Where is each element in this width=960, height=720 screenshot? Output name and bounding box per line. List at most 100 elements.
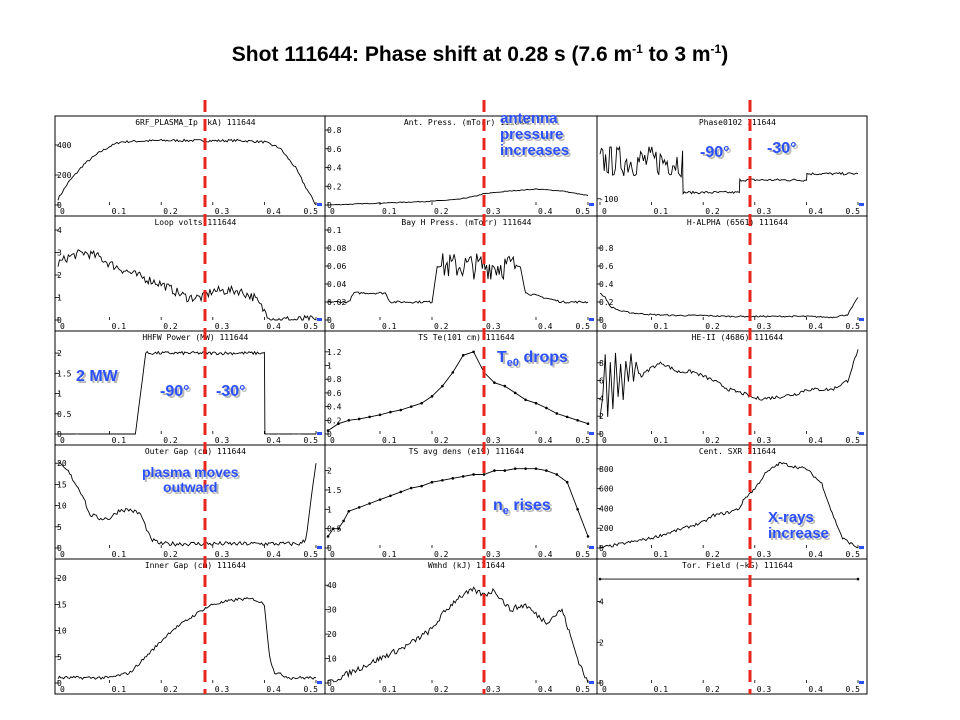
y-tick-label: 0.1	[327, 226, 342, 235]
x-tick-label: 0.4	[266, 207, 281, 216]
y-tick-label: 0	[327, 544, 332, 553]
chart-title: Ant. Press. (mTorr) 111644	[404, 118, 529, 127]
x-tick-label: 0.2	[163, 550, 178, 559]
y-tick-label: 0.2	[327, 182, 342, 191]
data-point	[576, 419, 579, 422]
x-tick-label: 0	[60, 436, 65, 445]
y-tick-label: 0.8	[327, 126, 342, 135]
y-tick-label: 15	[57, 600, 67, 609]
data-point	[399, 408, 403, 412]
data-point	[389, 494, 392, 498]
x-tick-label: 0.4	[266, 550, 281, 559]
chart-title: TS Te(101 cm) 111644	[418, 333, 515, 342]
y-tick-label: 8	[599, 359, 604, 368]
x-tick-label: 0	[330, 550, 335, 559]
x-tick-label: 0.1	[382, 207, 397, 216]
x-tick-label: 0.3	[757, 550, 772, 559]
y-tick-label: 0	[57, 679, 62, 688]
data-point	[503, 469, 507, 472]
chart-panel-10: Outer Gap (cm) 111644 0 0.1 0.2 0.3 0.4 0.5 0 5 1…	[54, 444, 326, 560]
data-point	[420, 484, 423, 488]
y-tick-label: 2	[57, 271, 62, 280]
x-tick-label: 0.3	[486, 207, 501, 216]
data-series-line	[327, 586, 589, 684]
x-tick-label: 0	[60, 322, 65, 331]
chart-panel-3: Phase0102 111644 0 0.1 0.2 0.3 0.4 0.5 -100	[596, 115, 868, 217]
data-series-line	[599, 292, 859, 319]
scroll-marker	[859, 681, 864, 684]
scroll-marker	[317, 546, 322, 549]
scroll-marker	[859, 318, 864, 321]
x-tick-label: 0.2	[705, 550, 720, 559]
x-tick-label: 0.2	[163, 685, 178, 694]
chart-title: Loop volts 111644	[154, 218, 236, 227]
x-tick-label: 0	[602, 550, 607, 559]
x-tick-label: 0.3	[757, 685, 772, 694]
x-tick-label: 0.2	[705, 436, 720, 445]
data-point	[586, 422, 590, 426]
scroll-marker	[317, 203, 322, 206]
y-tick-label: 400	[57, 141, 72, 150]
y-tick-label: 0	[327, 201, 332, 210]
x-tick-label: 0.3	[757, 322, 772, 331]
x-tick-label: 0.5	[576, 550, 591, 559]
x-tick-label: 0	[602, 322, 607, 331]
data-point	[451, 371, 455, 374]
x-tick-label: 0.1	[654, 207, 669, 216]
y-tick-label: 2	[599, 638, 604, 647]
chart-panel-14: Wmhd (kJ) 111644 0 0.1 0.2 0.3 0.4 0.5 0 10 20 30 4…	[324, 558, 598, 695]
data-point	[555, 412, 559, 415]
x-tick-label: 0.4	[538, 207, 553, 216]
y-tick-label: 0.02	[327, 298, 346, 307]
y-tick-label: 600	[599, 485, 614, 494]
chart-panel-8: TS Te(101 cm) 111644 0 0.1 0.2 0.3 0.4 0.5 0 0.2…	[324, 330, 598, 446]
scroll-marker	[859, 546, 864, 549]
scroll-marker	[859, 432, 864, 435]
data-point	[451, 477, 455, 480]
y-tick-label: 0.2	[599, 298, 614, 307]
data-series-line	[57, 461, 317, 547]
panel-frame	[324, 215, 598, 332]
x-tick-label: 0.2	[163, 207, 178, 216]
x-tick-label: 0.1	[654, 685, 669, 694]
x-tick-label: 0.3	[486, 550, 501, 559]
x-tick-label: 0.4	[266, 322, 281, 331]
x-tick-label: 0.4	[808, 550, 823, 559]
y-tick-label: 6	[599, 377, 604, 386]
x-tick-label: 0.5	[304, 436, 319, 445]
x-tick-label: 0.5	[846, 322, 861, 331]
x-tick-label: 0.1	[112, 685, 127, 694]
data-point	[482, 473, 486, 476]
y-tick-label: 10	[327, 655, 337, 664]
chart-title: H-ALPHA (6561) 111644	[687, 218, 788, 227]
x-tick-label: 0	[602, 207, 607, 216]
x-tick-label: 0.1	[654, 436, 669, 445]
data-point	[534, 401, 538, 405]
y-tick-label: -100	[599, 195, 618, 204]
hhfw-minus90-annotation: -90°	[160, 383, 190, 400]
y-tick-label: 0	[57, 201, 62, 210]
data-point	[347, 419, 351, 422]
y-tick-label: 0.4	[327, 403, 342, 412]
antenna-pressure-annotation: antenna pressure increases	[500, 110, 570, 159]
data-point	[503, 384, 507, 388]
y-tick-label: 1	[57, 390, 62, 399]
x-tick-label: 0.2	[434, 550, 449, 559]
data-point	[513, 391, 517, 395]
chart-title: HHFW Power (MW) 111644	[142, 333, 248, 342]
x-tick-label: 0.2	[705, 207, 720, 216]
scroll-marker	[589, 318, 594, 321]
data-point	[472, 350, 475, 354]
data-point	[331, 527, 335, 530]
data-point	[337, 527, 340, 530]
x-tick-label: 0.1	[112, 322, 127, 331]
data-series-line	[57, 350, 316, 435]
data-point	[545, 406, 548, 410]
y-tick-label: 0	[57, 316, 62, 325]
data-point	[342, 519, 345, 523]
x-tick-label: 0.2	[705, 322, 720, 331]
phase-minus30-annotation: -30°	[767, 140, 797, 157]
x-tick-label: 0.3	[486, 322, 501, 331]
y-tick-label: 2	[327, 467, 332, 476]
